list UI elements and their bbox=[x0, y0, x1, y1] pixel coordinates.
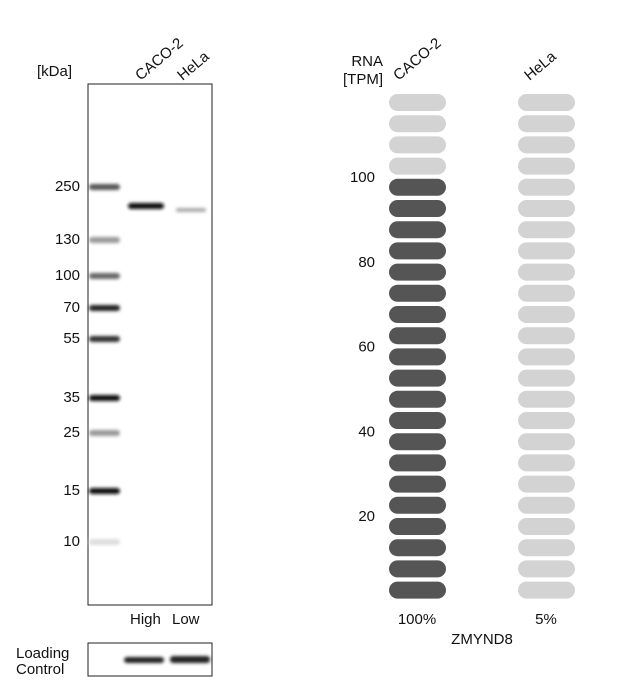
marker-label: 130 bbox=[55, 231, 80, 248]
rna-pill bbox=[518, 242, 575, 260]
rna-pill bbox=[389, 539, 446, 557]
rna-pill bbox=[518, 581, 575, 599]
rna-pill bbox=[518, 390, 575, 408]
rna-pill bbox=[518, 94, 575, 111]
rna-pill bbox=[389, 390, 446, 408]
loading-label: Control bbox=[16, 661, 64, 678]
lane-value: 100% bbox=[398, 611, 436, 628]
rna-pill bbox=[518, 412, 575, 429]
blot-membrane bbox=[87, 83, 213, 606]
rna-pill bbox=[518, 284, 575, 302]
ladder-band bbox=[89, 488, 120, 494]
rna-pill bbox=[389, 136, 446, 154]
marker-label: 25 bbox=[63, 424, 80, 441]
axis-label: RNA bbox=[351, 53, 383, 70]
caco2-band bbox=[128, 203, 164, 209]
rna-pill bbox=[518, 454, 575, 472]
rna-pill bbox=[518, 560, 575, 578]
rna-pill bbox=[518, 263, 575, 281]
rna-pill bbox=[389, 369, 446, 387]
rna-pill bbox=[389, 348, 446, 366]
ladder-band bbox=[89, 336, 120, 342]
rna-pill bbox=[518, 221, 575, 239]
rna-pill bbox=[389, 581, 446, 599]
ladder-band bbox=[89, 237, 120, 243]
ladder-band bbox=[89, 273, 120, 279]
loading-band bbox=[170, 656, 210, 663]
lane-label: CACO-2 bbox=[390, 35, 444, 84]
rna-pill bbox=[518, 539, 575, 557]
rna-pill bbox=[518, 369, 575, 387]
rna-pill bbox=[518, 157, 575, 175]
rna-pill bbox=[518, 433, 575, 451]
unit-label: [kDa] bbox=[37, 63, 72, 80]
rna-pill bbox=[389, 560, 446, 578]
rna-pill bbox=[518, 327, 575, 345]
rna-pill bbox=[518, 496, 575, 514]
rna-pill bbox=[518, 178, 575, 196]
axis-label: [TPM] bbox=[343, 71, 383, 88]
tick-label: 80 bbox=[358, 254, 375, 271]
marker-label: 35 bbox=[63, 389, 80, 406]
rna-pill bbox=[518, 475, 575, 493]
lane-label: HeLa bbox=[521, 48, 560, 84]
loading-band bbox=[124, 657, 164, 663]
rna-pill bbox=[389, 518, 446, 535]
rna-pill bbox=[389, 496, 446, 514]
marker-label: 70 bbox=[63, 299, 80, 316]
gene-name: ZMYND8 bbox=[451, 631, 513, 648]
rna-pill bbox=[389, 221, 446, 239]
marker-label: 15 bbox=[63, 482, 80, 499]
tick-label: 20 bbox=[358, 508, 375, 525]
rna-pill bbox=[389, 200, 446, 217]
hela-band bbox=[176, 208, 206, 212]
rna-pill bbox=[389, 94, 446, 111]
rna-pill bbox=[389, 242, 446, 260]
ladder-band bbox=[89, 305, 120, 311]
rna-pill bbox=[518, 115, 575, 133]
rna-pill bbox=[389, 327, 446, 345]
rna-pill bbox=[389, 178, 446, 196]
rna-pill bbox=[518, 306, 575, 323]
rna-pill bbox=[389, 412, 446, 429]
ladder-band bbox=[89, 184, 120, 190]
rna-pill bbox=[389, 115, 446, 133]
tick-label: 40 bbox=[358, 423, 375, 440]
rna-pill bbox=[389, 475, 446, 493]
intensity-label: High bbox=[130, 611, 161, 628]
rna-pill bbox=[518, 518, 575, 535]
marker-label: 55 bbox=[63, 330, 80, 347]
marker-label: 100 bbox=[55, 267, 80, 284]
rna-pill bbox=[389, 454, 446, 472]
rna-pill bbox=[518, 136, 575, 154]
intensity-label: Low bbox=[172, 611, 200, 628]
rna-pill bbox=[518, 200, 575, 217]
rna-pill bbox=[389, 433, 446, 451]
ladder-band bbox=[89, 430, 120, 436]
ladder-band bbox=[89, 395, 120, 401]
rna-pill bbox=[389, 263, 446, 281]
marker-label: 10 bbox=[63, 533, 80, 550]
lane-value: 5% bbox=[535, 611, 557, 628]
rna-pill bbox=[389, 157, 446, 175]
marker-label: 250 bbox=[55, 178, 80, 195]
rna-pill bbox=[389, 284, 446, 302]
ladder-band bbox=[89, 539, 120, 545]
tick-label: 60 bbox=[358, 339, 375, 356]
rna-pill bbox=[389, 306, 446, 323]
tick-label: 100 bbox=[350, 169, 375, 186]
rna-pill bbox=[518, 348, 575, 366]
loading-label: Loading bbox=[16, 645, 69, 662]
